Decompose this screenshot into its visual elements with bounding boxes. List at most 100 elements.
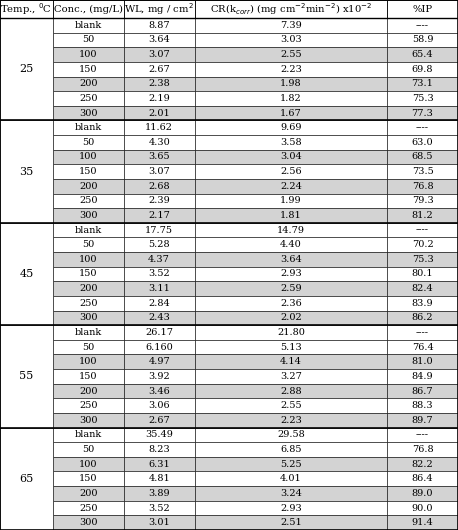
Bar bbox=[195, 340, 387, 355]
Text: 2.23: 2.23 bbox=[280, 65, 302, 74]
Text: 81.0: 81.0 bbox=[412, 357, 433, 366]
Text: Temp., $^0$C: Temp., $^0$C bbox=[0, 1, 52, 17]
Bar bbox=[53, 135, 124, 149]
Text: 50: 50 bbox=[82, 342, 94, 351]
Bar bbox=[124, 208, 195, 223]
Bar bbox=[53, 208, 124, 223]
Text: 3.27: 3.27 bbox=[280, 372, 302, 381]
Text: Conc., (mg/L): Conc., (mg/L) bbox=[54, 4, 123, 14]
Bar bbox=[195, 120, 387, 135]
Bar bbox=[53, 442, 124, 457]
Bar bbox=[0, 120, 53, 223]
Text: 6.160: 6.160 bbox=[145, 342, 173, 351]
Bar bbox=[195, 515, 387, 530]
Text: 2.36: 2.36 bbox=[280, 299, 302, 308]
Text: 150: 150 bbox=[79, 65, 98, 74]
Bar bbox=[387, 428, 458, 442]
Bar bbox=[387, 149, 458, 164]
Bar bbox=[53, 193, 124, 208]
Bar bbox=[195, 62, 387, 76]
Text: WL, mg / cm$^2$: WL, mg / cm$^2$ bbox=[124, 1, 194, 17]
Bar bbox=[53, 223, 124, 237]
Bar bbox=[387, 223, 458, 237]
Text: 68.5: 68.5 bbox=[412, 153, 433, 162]
Text: 200: 200 bbox=[79, 386, 98, 395]
Text: 4.14: 4.14 bbox=[280, 357, 302, 366]
Text: 2.67: 2.67 bbox=[148, 65, 170, 74]
Text: 21.80: 21.80 bbox=[277, 328, 305, 337]
Bar bbox=[195, 296, 387, 311]
Text: 3.46: 3.46 bbox=[148, 386, 170, 395]
Bar bbox=[53, 428, 124, 442]
Text: 45: 45 bbox=[19, 269, 33, 279]
Bar bbox=[124, 501, 195, 515]
Bar bbox=[53, 486, 124, 501]
Text: 100: 100 bbox=[79, 255, 98, 264]
Bar bbox=[53, 120, 124, 135]
Bar bbox=[124, 472, 195, 486]
Bar bbox=[53, 369, 124, 384]
Text: blank: blank bbox=[75, 328, 102, 337]
Bar bbox=[124, 179, 195, 193]
Bar bbox=[124, 311, 195, 325]
Text: 8.23: 8.23 bbox=[148, 445, 170, 454]
Bar bbox=[387, 457, 458, 472]
Bar bbox=[195, 369, 387, 384]
Text: 200: 200 bbox=[79, 80, 98, 89]
Text: 150: 150 bbox=[79, 372, 98, 381]
Text: 3.04: 3.04 bbox=[280, 153, 302, 162]
Text: 81.2: 81.2 bbox=[412, 211, 433, 220]
Bar bbox=[387, 369, 458, 384]
Bar bbox=[124, 47, 195, 62]
Text: 300: 300 bbox=[79, 109, 98, 118]
Text: 3.52: 3.52 bbox=[148, 269, 170, 278]
Text: 35: 35 bbox=[19, 166, 33, 176]
Bar bbox=[195, 399, 387, 413]
Text: 50: 50 bbox=[82, 445, 94, 454]
Bar bbox=[124, 428, 195, 442]
Bar bbox=[53, 252, 124, 267]
Bar bbox=[387, 33, 458, 47]
Bar bbox=[387, 252, 458, 267]
Bar bbox=[53, 281, 124, 296]
Bar bbox=[195, 325, 387, 340]
Bar bbox=[0, 325, 53, 428]
Text: 1.98: 1.98 bbox=[280, 80, 302, 89]
Text: 88.3: 88.3 bbox=[412, 401, 433, 410]
Bar bbox=[124, 62, 195, 76]
Bar bbox=[387, 267, 458, 281]
Bar bbox=[124, 384, 195, 399]
Bar bbox=[124, 18, 195, 33]
Text: 200: 200 bbox=[79, 182, 98, 191]
Text: CR(k$_{corr}$) (mg cm$^{-2}$min$^{-2}$) x10$^{-2}$: CR(k$_{corr}$) (mg cm$^{-2}$min$^{-2}$) … bbox=[210, 1, 372, 17]
Bar bbox=[53, 47, 124, 62]
Text: 6.31: 6.31 bbox=[148, 460, 170, 469]
Bar bbox=[387, 384, 458, 399]
Text: 2.55: 2.55 bbox=[280, 401, 302, 410]
Bar bbox=[53, 267, 124, 281]
Bar bbox=[387, 413, 458, 428]
Text: 2.23: 2.23 bbox=[280, 416, 302, 425]
Bar bbox=[124, 281, 195, 296]
Text: 86.4: 86.4 bbox=[412, 474, 433, 483]
Text: 76.8: 76.8 bbox=[412, 445, 433, 454]
Text: 7.39: 7.39 bbox=[280, 21, 302, 30]
Bar bbox=[195, 311, 387, 325]
Text: 300: 300 bbox=[79, 211, 98, 220]
Text: 3.07: 3.07 bbox=[148, 50, 170, 59]
Bar bbox=[124, 0, 195, 18]
Bar bbox=[195, 223, 387, 237]
Text: 76.4: 76.4 bbox=[412, 342, 433, 351]
Bar bbox=[124, 369, 195, 384]
Text: 150: 150 bbox=[79, 167, 98, 176]
Text: ----: ---- bbox=[416, 328, 429, 337]
Bar bbox=[124, 237, 195, 252]
Text: 5.25: 5.25 bbox=[280, 460, 302, 469]
Bar bbox=[195, 428, 387, 442]
Bar bbox=[53, 399, 124, 413]
Bar bbox=[53, 18, 124, 33]
Bar bbox=[387, 311, 458, 325]
Text: 55: 55 bbox=[19, 372, 33, 382]
Bar bbox=[124, 413, 195, 428]
Bar bbox=[195, 442, 387, 457]
